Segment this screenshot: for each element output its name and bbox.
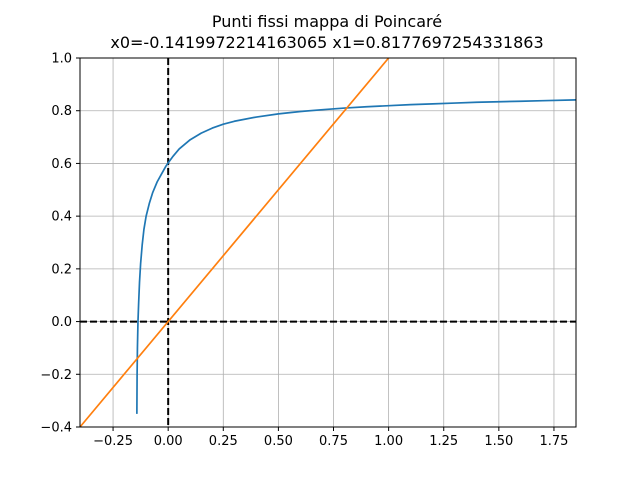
reference-lines (80, 58, 576, 427)
y-tick-label: 0.6 (51, 157, 72, 172)
x-tick-label: 1.00 (374, 434, 403, 449)
x-tick-label: 0.75 (319, 434, 348, 449)
series-lines (79, 57, 577, 428)
y-tick-label: 0.2 (51, 262, 72, 277)
identity-line (79, 57, 390, 428)
y-tick-label: 1.0 (51, 52, 72, 67)
x-tick-label: 0.25 (209, 434, 238, 449)
chart-title: Punti fissi mappa di Poincaré (212, 12, 442, 31)
y-tick-label: −0.4 (40, 421, 72, 436)
y-axis-ticks: −0.4 −0.2 0.0 0.2 0.4 0.6 0.8 1.0 (40, 52, 80, 436)
x-tick-label: 1.50 (484, 434, 513, 449)
y-tick-label: 0.8 (51, 104, 72, 119)
x-tick-label: 1.75 (539, 434, 568, 449)
x-tick-label: −0.25 (93, 434, 133, 449)
y-tick-label: 0.0 (51, 315, 72, 330)
plot-area-frame (79, 57, 577, 428)
chart-subtitle: x0=-0.1419972214163065 x1=0.817769725433… (110, 33, 543, 52)
x-tick-label: 0.00 (154, 434, 183, 449)
x-tick-label: 0.50 (264, 434, 293, 449)
y-tick-label: 0.4 (51, 210, 72, 225)
x-axis-ticks: −0.25 0.00 0.25 0.50 0.75 1.00 1.25 1.50 1.75 (93, 427, 568, 449)
y-tick-label: −0.2 (40, 368, 72, 383)
x-tick-label: 1.25 (429, 434, 458, 449)
poincare-map-curve (136, 99, 577, 414)
